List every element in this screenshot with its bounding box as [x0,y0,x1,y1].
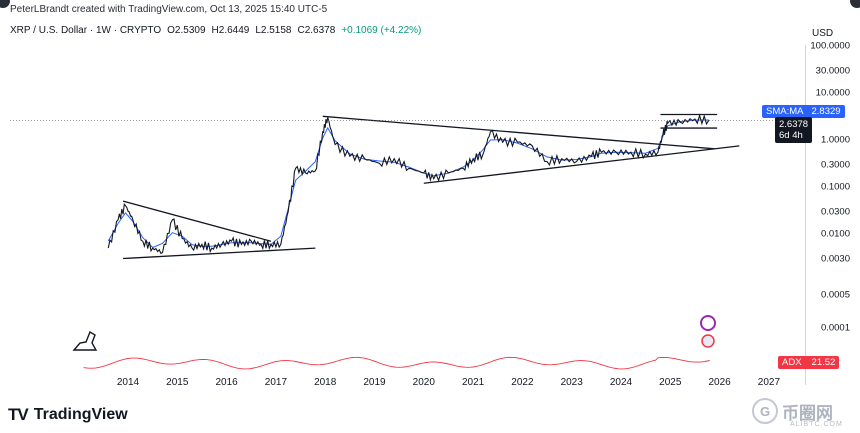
price-line [107,113,710,255]
y-tick-label: 0.0005 [820,289,850,301]
ohlc-close: C2.6378 [297,25,336,36]
price-axis-border [805,45,806,385]
x-tick-label: 2021 [461,377,485,388]
y-tick-label: 0.0100 [820,228,850,240]
watermark-subtext: ALIBTC.COM [790,421,843,428]
triangle-lower-line-2018 [423,145,740,184]
y-tick-label: 0.0001 [820,322,850,334]
y-tick-label: 0.0300 [820,206,850,218]
x-tick-label: 2024 [609,377,633,388]
price-change: +0.1069 (+4.22%) [341,25,422,36]
adx-layer [83,356,710,370]
price-layer [107,113,710,255]
moving-average-line [107,119,709,249]
y-tick-label: 10.0000 [815,87,850,99]
bar-countdown: 6d 4h [779,130,803,141]
y-tick-label: 0.3000 [820,159,850,171]
x-tick-label: 2018 [314,377,337,388]
event-bolt-icon [700,315,716,331]
x-tick-label: 2023 [560,377,583,388]
y-tick-label: 0.0030 [820,253,850,264]
icon-layer [72,315,716,351]
symbol-legend: XRP / U.S. Dollar · 1W · CRYPTO O2.5309 … [10,25,421,36]
x-tick-label: 2015 [166,377,189,388]
triangle-upper-line-2014 [122,200,272,242]
watermark-text: 币圈网 [782,403,833,423]
logo-text: TradingView [33,406,128,423]
site-watermark: G 币圈网 [752,398,833,424]
y-tick-label: 100.0000 [810,40,850,52]
adx-line [83,356,710,370]
tradingview-mark-icon: TV [8,405,29,424]
x-tick-label: 2025 [659,377,682,388]
tradingview-logo[interactable]: TV TradingView [8,405,128,425]
watermark-logo-icon: G [752,398,778,424]
us-flag-event-icon [701,334,715,348]
x-tick-label: 2020 [412,377,435,388]
attribution-text: PeterLBrandt created with TradingView.co… [10,4,328,15]
x-tick-label: 2019 [363,377,386,388]
ohlc-high: H2.6449 [211,25,250,36]
corner-button-right[interactable] [850,0,860,8]
currency-label[interactable]: USD [812,28,834,39]
last-price-value: 2.6378 [779,119,809,130]
y-tick-label: 0.1000 [820,181,850,193]
sma-value: 2.8329 [811,106,841,117]
x-tick-label: 2014 [116,377,140,388]
y-tick-label: 30.0000 [815,65,850,77]
symbol-title[interactable]: XRP / U.S. Dollar · 1W · CRYPTO [10,25,162,36]
x-tick-label: 2017 [264,377,288,388]
adx-badge: ADX 21.52 [778,356,840,369]
x-tick-label: 2027 [757,377,781,388]
adx-label: ADX [782,357,802,368]
x-tick-label: 2016 [215,377,238,388]
ohlc-open: O2.5309 [167,25,206,36]
last-price-badge: 2.6378 6d 4h [775,117,813,143]
adx-value: 21.52 [811,357,836,368]
corner-button-left[interactable] [0,0,10,8]
moving-average-layer [107,119,709,249]
sma-label: SMA:MA [766,106,804,117]
y-tick-label: 1.0000 [820,134,850,146]
x-tick-label: 2022 [511,377,534,388]
trendline-layer [10,113,805,260]
dino-icon [72,330,98,351]
x-tick-label: 2026 [708,377,731,388]
ohlc-low: L2.5158 [255,25,292,36]
triangle-upper-line-2018 [322,115,715,150]
sma-badge: SMA:MA 2.8329 [762,105,845,118]
triangle-lower-line-2014 [123,247,316,260]
